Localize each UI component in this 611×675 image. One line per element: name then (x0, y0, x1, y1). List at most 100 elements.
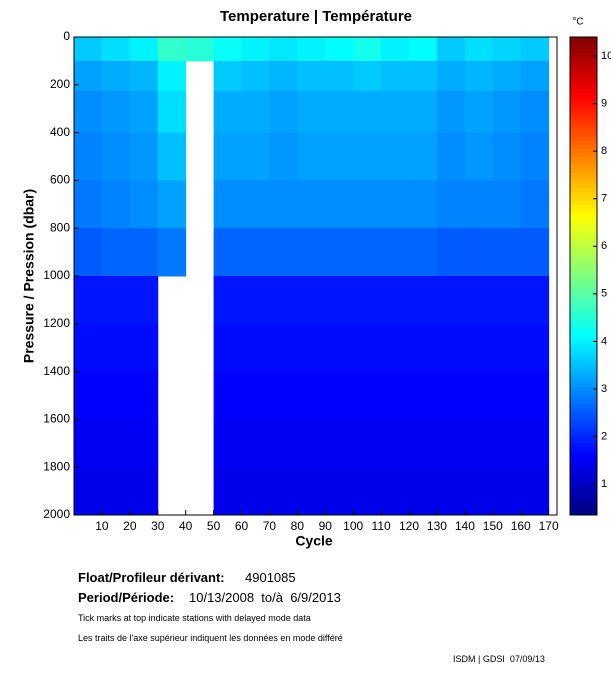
heatmap-cell (325, 467, 354, 516)
heatmap-cell (436, 37, 466, 62)
x-tick-label: 20 (123, 519, 137, 533)
heatmap-cell (213, 90, 243, 134)
heatmap-cell (409, 276, 438, 325)
colorbar-swatch (570, 479, 597, 484)
heatmap-cell (381, 37, 410, 62)
colorbar-swatch (570, 264, 597, 269)
y-tick-label: 1200 (43, 316, 70, 330)
colorbar-swatch (570, 287, 597, 293)
heatmap-cell (74, 276, 103, 325)
heatmap-cell (269, 37, 298, 62)
heatmap-cell (520, 228, 550, 277)
colorbar-swatch (570, 295, 597, 301)
heatmap-cell (269, 132, 298, 181)
colorbar-swatch (570, 60, 597, 66)
heatmap-cell (409, 37, 438, 62)
heatmap-cell (381, 276, 410, 325)
heatmap-cell (464, 228, 494, 277)
colorbar-swatch (570, 112, 597, 118)
heatmap-cell (409, 371, 438, 420)
colorbar-swatch (570, 168, 597, 173)
colorbar-swatch (570, 216, 597, 221)
heatmap-cell (74, 180, 103, 229)
heatmap-cell (464, 132, 494, 181)
colorbar-swatch (570, 88, 597, 94)
heatmap-cell (101, 37, 131, 62)
colorbar-swatch (570, 120, 597, 126)
colorbar-swatch (570, 507, 597, 512)
heatmap-cell (269, 276, 298, 325)
colorbar-swatch (570, 124, 597, 130)
colorbar-swatch (570, 244, 597, 249)
x-tick-label: 40 (179, 519, 193, 533)
colorbar-swatch (570, 136, 597, 142)
heatmap-cell (74, 132, 103, 181)
heatmap-cell (213, 276, 243, 325)
colorbar-swatch (570, 240, 597, 245)
colorbar-swatch (570, 108, 597, 114)
heatmap-cell (297, 419, 326, 468)
colorbar-swatch (570, 256, 597, 261)
colorbar-frame (569, 36, 598, 516)
colorbar-swatch (570, 511, 597, 516)
heatmap-cell (464, 467, 494, 516)
colorbar-tick-label: 9 (601, 97, 607, 109)
colorbar-swatch (570, 276, 597, 281)
colorbar-swatch (570, 64, 597, 70)
heatmap-cell (325, 132, 354, 181)
heatmap-cell (297, 180, 326, 229)
colorbar-swatch (570, 391, 597, 396)
colorbar-swatch (570, 76, 597, 82)
heatmap-cell (74, 323, 103, 373)
heatmap-cell (297, 37, 326, 62)
heatmap-cell (241, 180, 270, 229)
heatmap-cell (325, 419, 354, 468)
colorbar-swatch (570, 228, 597, 233)
heatmap-cell (101, 132, 131, 181)
heatmap (74, 37, 550, 516)
heatmap-cell (101, 276, 131, 325)
heatmap-cell (297, 60, 326, 92)
colorbar-swatch (570, 40, 597, 46)
heatmap-cell (409, 132, 438, 181)
y-tick-label: 1000 (43, 268, 70, 282)
colorbar-swatch (570, 467, 597, 472)
colorbar-swatch (570, 431, 597, 436)
x-tick-label: 130 (427, 519, 447, 533)
heatmap-cell (492, 37, 522, 62)
note-fr: Les traits de l'axe supérieur indiquent … (78, 633, 343, 643)
heatmap-cell (101, 419, 131, 468)
colorbar-swatch (570, 343, 597, 349)
heatmap-cell (436, 467, 466, 516)
colorbar-swatch (570, 164, 597, 169)
colorbar-swatch (570, 399, 597, 404)
y-tick-label: 1600 (43, 412, 70, 426)
heatmap-cell (157, 60, 187, 92)
heatmap-cell (409, 467, 438, 516)
colorbar-swatch (570, 144, 597, 150)
colorbar-swatch (570, 184, 597, 189)
heatmap-cell (213, 371, 243, 420)
heatmap-cell (381, 60, 410, 92)
heatmap-cell (464, 276, 494, 325)
heatmap-cell (464, 419, 494, 468)
heatmap-cell (269, 228, 298, 277)
colorbar-swatch (570, 220, 597, 225)
heatmap-cell (520, 90, 550, 134)
float-id: 4901085 (245, 570, 296, 585)
heatmap-cell (436, 276, 466, 325)
heatmap-cell (213, 37, 243, 62)
colorbar-swatch (570, 307, 597, 313)
heatmap-cell (101, 371, 131, 420)
colorbar-swatch (570, 299, 597, 305)
heatmap-cell (129, 323, 159, 373)
heatmap-cell (157, 132, 187, 181)
colorbar-tick-label: 7 (601, 193, 607, 205)
colorbar-swatch (570, 48, 597, 54)
heatmap-cell (241, 467, 270, 516)
x-tick-label: 100 (343, 519, 363, 533)
heatmap-cell (409, 228, 438, 277)
colorbar-swatch (570, 272, 597, 277)
colorbar-swatch (570, 315, 597, 321)
colorbar-swatch (570, 116, 597, 122)
